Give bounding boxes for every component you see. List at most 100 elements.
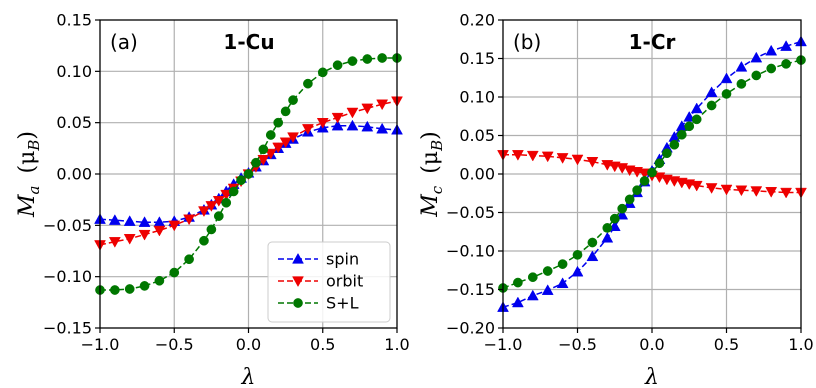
- sl-data-point: [184, 254, 194, 265]
- orbit-data-point: [212, 196, 225, 207]
- legend-spin-marker: [292, 252, 304, 264]
- legend: spin orbit S+L: [267, 241, 391, 323]
- orbit-data-point: [205, 201, 218, 212]
- orbit-data-point: [526, 150, 539, 162]
- sl-data-point: [513, 277, 523, 288]
- legend-spin-label: spin: [326, 250, 359, 269]
- panel-title: 1-Cu: [223, 30, 274, 54]
- orbit-data-point: [376, 99, 389, 111]
- sl-data-point: [243, 169, 254, 179]
- spin-data-point: [361, 120, 374, 132]
- orbit-data-point: [720, 184, 733, 196]
- spin-data-point: [376, 122, 389, 134]
- sl-data-point: [206, 224, 217, 235]
- spin-data-point: [690, 102, 703, 114]
- panel-title: 1-Cr: [629, 30, 676, 54]
- y-tick-label: 0.05: [56, 113, 92, 132]
- y-tick-label: −0.15: [446, 280, 495, 299]
- spin-data-point: [123, 215, 136, 226]
- orbit-data-point: [556, 153, 569, 164]
- sl-data-point: [124, 284, 135, 294]
- spin-data-point: [541, 284, 554, 295]
- y-tick-label: −0.05: [446, 203, 495, 222]
- y-tick-label: 0.00: [56, 165, 92, 184]
- sl-data-point: [273, 117, 284, 128]
- orbit-data-point: [168, 220, 181, 232]
- orbit-data-point: [346, 107, 359, 119]
- sl-data-point: [721, 89, 732, 99]
- orbit-series-line: [503, 154, 801, 194]
- spin-data-point: [586, 250, 599, 262]
- orbit-data-point: [361, 103, 374, 115]
- sl-data-point: [303, 78, 313, 89]
- sl-data-point: [169, 267, 180, 278]
- orbit-data-point: [780, 187, 793, 199]
- orbit-data-point: [750, 186, 763, 197]
- orbit-data-point: [690, 180, 703, 192]
- sl-data-point: [684, 121, 695, 132]
- y-tick-label: −0.15: [43, 319, 92, 338]
- sl-data-point: [617, 203, 628, 214]
- y-tick-label: 0.20: [459, 11, 495, 30]
- orbit-data-point: [279, 137, 292, 149]
- sl-data-point: [639, 176, 650, 186]
- spin-data-point: [765, 44, 778, 56]
- orbit-data-point: [541, 151, 554, 163]
- orbit-data-point: [183, 214, 196, 226]
- y-tick-label: −0.20: [446, 319, 495, 338]
- spin-data-point: [571, 265, 584, 277]
- orbit-data-point: [586, 157, 599, 168]
- orbit-data-point: [511, 150, 524, 161]
- x-tick-label: 0.5: [714, 335, 739, 354]
- spin-data-point: [511, 296, 524, 308]
- y-tick-label: 0.10: [56, 62, 92, 81]
- spin-data-point: [346, 119, 359, 131]
- sl-data-point: [251, 157, 261, 168]
- orbit-data-point: [264, 148, 277, 160]
- orbit-data-point: [257, 154, 270, 166]
- orbit-data-point: [316, 118, 329, 129]
- y-tick-label: −0.10: [43, 267, 92, 286]
- sl-data-point: [766, 63, 777, 74]
- y-axis-label: Mc(μB): [418, 131, 446, 217]
- orbit-data-point: [123, 234, 136, 245]
- x-tick-label: 0.0: [639, 335, 664, 354]
- sl-data-point: [288, 95, 298, 105]
- orbit-data-point: [138, 229, 151, 241]
- sl-data-point: [542, 266, 553, 276]
- spin-data-point: [138, 216, 151, 227]
- sl-data-point: [154, 275, 165, 286]
- y-tick-label: −0.10: [446, 242, 495, 261]
- y-tick-label: 0.10: [459, 88, 495, 107]
- x-tick-label: −1.0: [484, 335, 523, 354]
- x-tick-label: 1.0: [384, 335, 409, 354]
- sl-data-point: [632, 185, 642, 196]
- spin-data-point: [556, 277, 569, 288]
- sl-data-point: [236, 175, 246, 186]
- sl-data-point: [213, 211, 224, 221]
- spin-data-point: [705, 86, 718, 98]
- sl-data-point: [110, 285, 120, 295]
- sl-data-point: [258, 144, 269, 155]
- orbit-data-point: [198, 206, 210, 217]
- panel-tag: (b): [513, 30, 541, 54]
- sl-data-point: [676, 129, 687, 140]
- sl-data-point: [332, 60, 343, 71]
- y-tick-label: 0.05: [459, 126, 495, 145]
- sl-data-point: [362, 54, 373, 64]
- orbit-data-point: [272, 142, 285, 154]
- x-tick-label: −1.0: [81, 335, 120, 354]
- spin-data-point: [108, 214, 121, 225]
- sl-data-point: [527, 272, 538, 283]
- sl-data-point: [609, 213, 620, 224]
- spin-data-point: [780, 40, 793, 51]
- sl-data-point: [669, 139, 680, 150]
- orbit-data-point: [108, 237, 121, 248]
- y-tick-label: 0.15: [459, 49, 495, 68]
- sl-data-point: [706, 100, 717, 111]
- sl-data-point: [280, 106, 291, 117]
- sl-data-point: [647, 167, 657, 178]
- spin-data-point: [331, 119, 344, 131]
- spin-data-point: [616, 208, 629, 220]
- x-tick-label: −0.5: [558, 335, 597, 354]
